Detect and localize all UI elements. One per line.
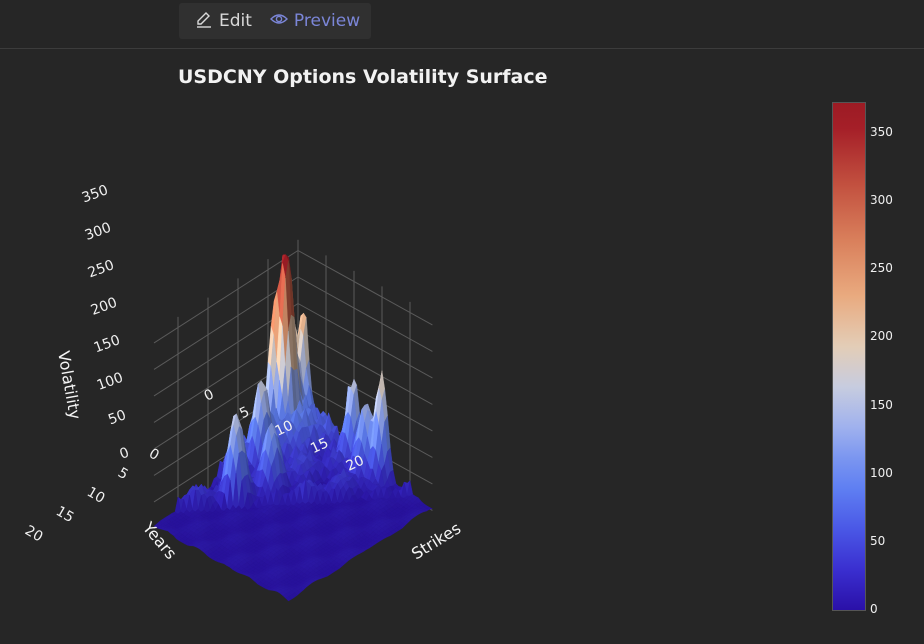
colorbar-tick-label: 350 (870, 124, 893, 139)
year-tick-label: 10 (84, 484, 107, 507)
tab-preview[interactable]: Preview (262, 3, 370, 39)
colorbar-tick-label: 150 (870, 397, 893, 412)
volatility-tick-label: 300 (83, 220, 114, 244)
colorbar-tick-label: 200 (870, 329, 893, 344)
strike-tick-label: 5 (237, 404, 252, 422)
colorbar-gradient (832, 102, 866, 611)
chart-title: USDCNY Options Volatility Surface (178, 66, 548, 88)
strike-tick-label: 0 (202, 386, 217, 404)
view-tab-group: Edit Preview (179, 3, 371, 39)
colorbar-tick-label: 250 (870, 261, 893, 276)
volatility-tick-label: 50 (106, 407, 128, 428)
eye-icon (269, 10, 288, 33)
colorbar: 0 50 100 150 200 250 300 350 (832, 102, 893, 615)
strikes-axis-title: Strikes (408, 518, 464, 563)
colorbar-tick-label: 0 (870, 602, 878, 616)
volatility-surface-plot[interactable]: 0510152005101520050100150200250300350Str… (0, 50, 820, 644)
strike-tick-label: 20 (344, 453, 367, 475)
volatility-tick-label: 100 (95, 370, 126, 394)
pencil-icon (195, 10, 213, 33)
top-toolbar: Edit Preview (0, 0, 924, 49)
year-tick-label: 20 (22, 523, 45, 546)
volatility-tick-label: 0 (118, 445, 132, 463)
tab-edit[interactable]: Edit (179, 3, 262, 39)
volatility-tick-label: 200 (89, 295, 120, 319)
volatility-tick-label: 350 (80, 182, 111, 206)
volatility-axis-title: Volatility (54, 349, 85, 420)
surface-cell (285, 596, 292, 602)
colorbar-tick-label: 100 (870, 465, 893, 480)
colorbar-tick-label: 300 (870, 193, 893, 208)
volatility-tick-label: 250 (86, 257, 117, 281)
year-tick-label: 0 (146, 446, 162, 464)
surface-mesh (153, 254, 433, 602)
volatility-tick-label: 150 (92, 332, 123, 356)
strike-tick-label: 10 (273, 418, 296, 440)
strike-tick-label: 15 (308, 435, 331, 457)
tab-preview-label: Preview (293, 11, 361, 31)
tab-edit-label: Edit (219, 11, 252, 31)
colorbar-tick-label: 50 (870, 533, 886, 548)
year-tick-label: 5 (115, 465, 131, 483)
year-tick-label: 15 (53, 503, 76, 526)
